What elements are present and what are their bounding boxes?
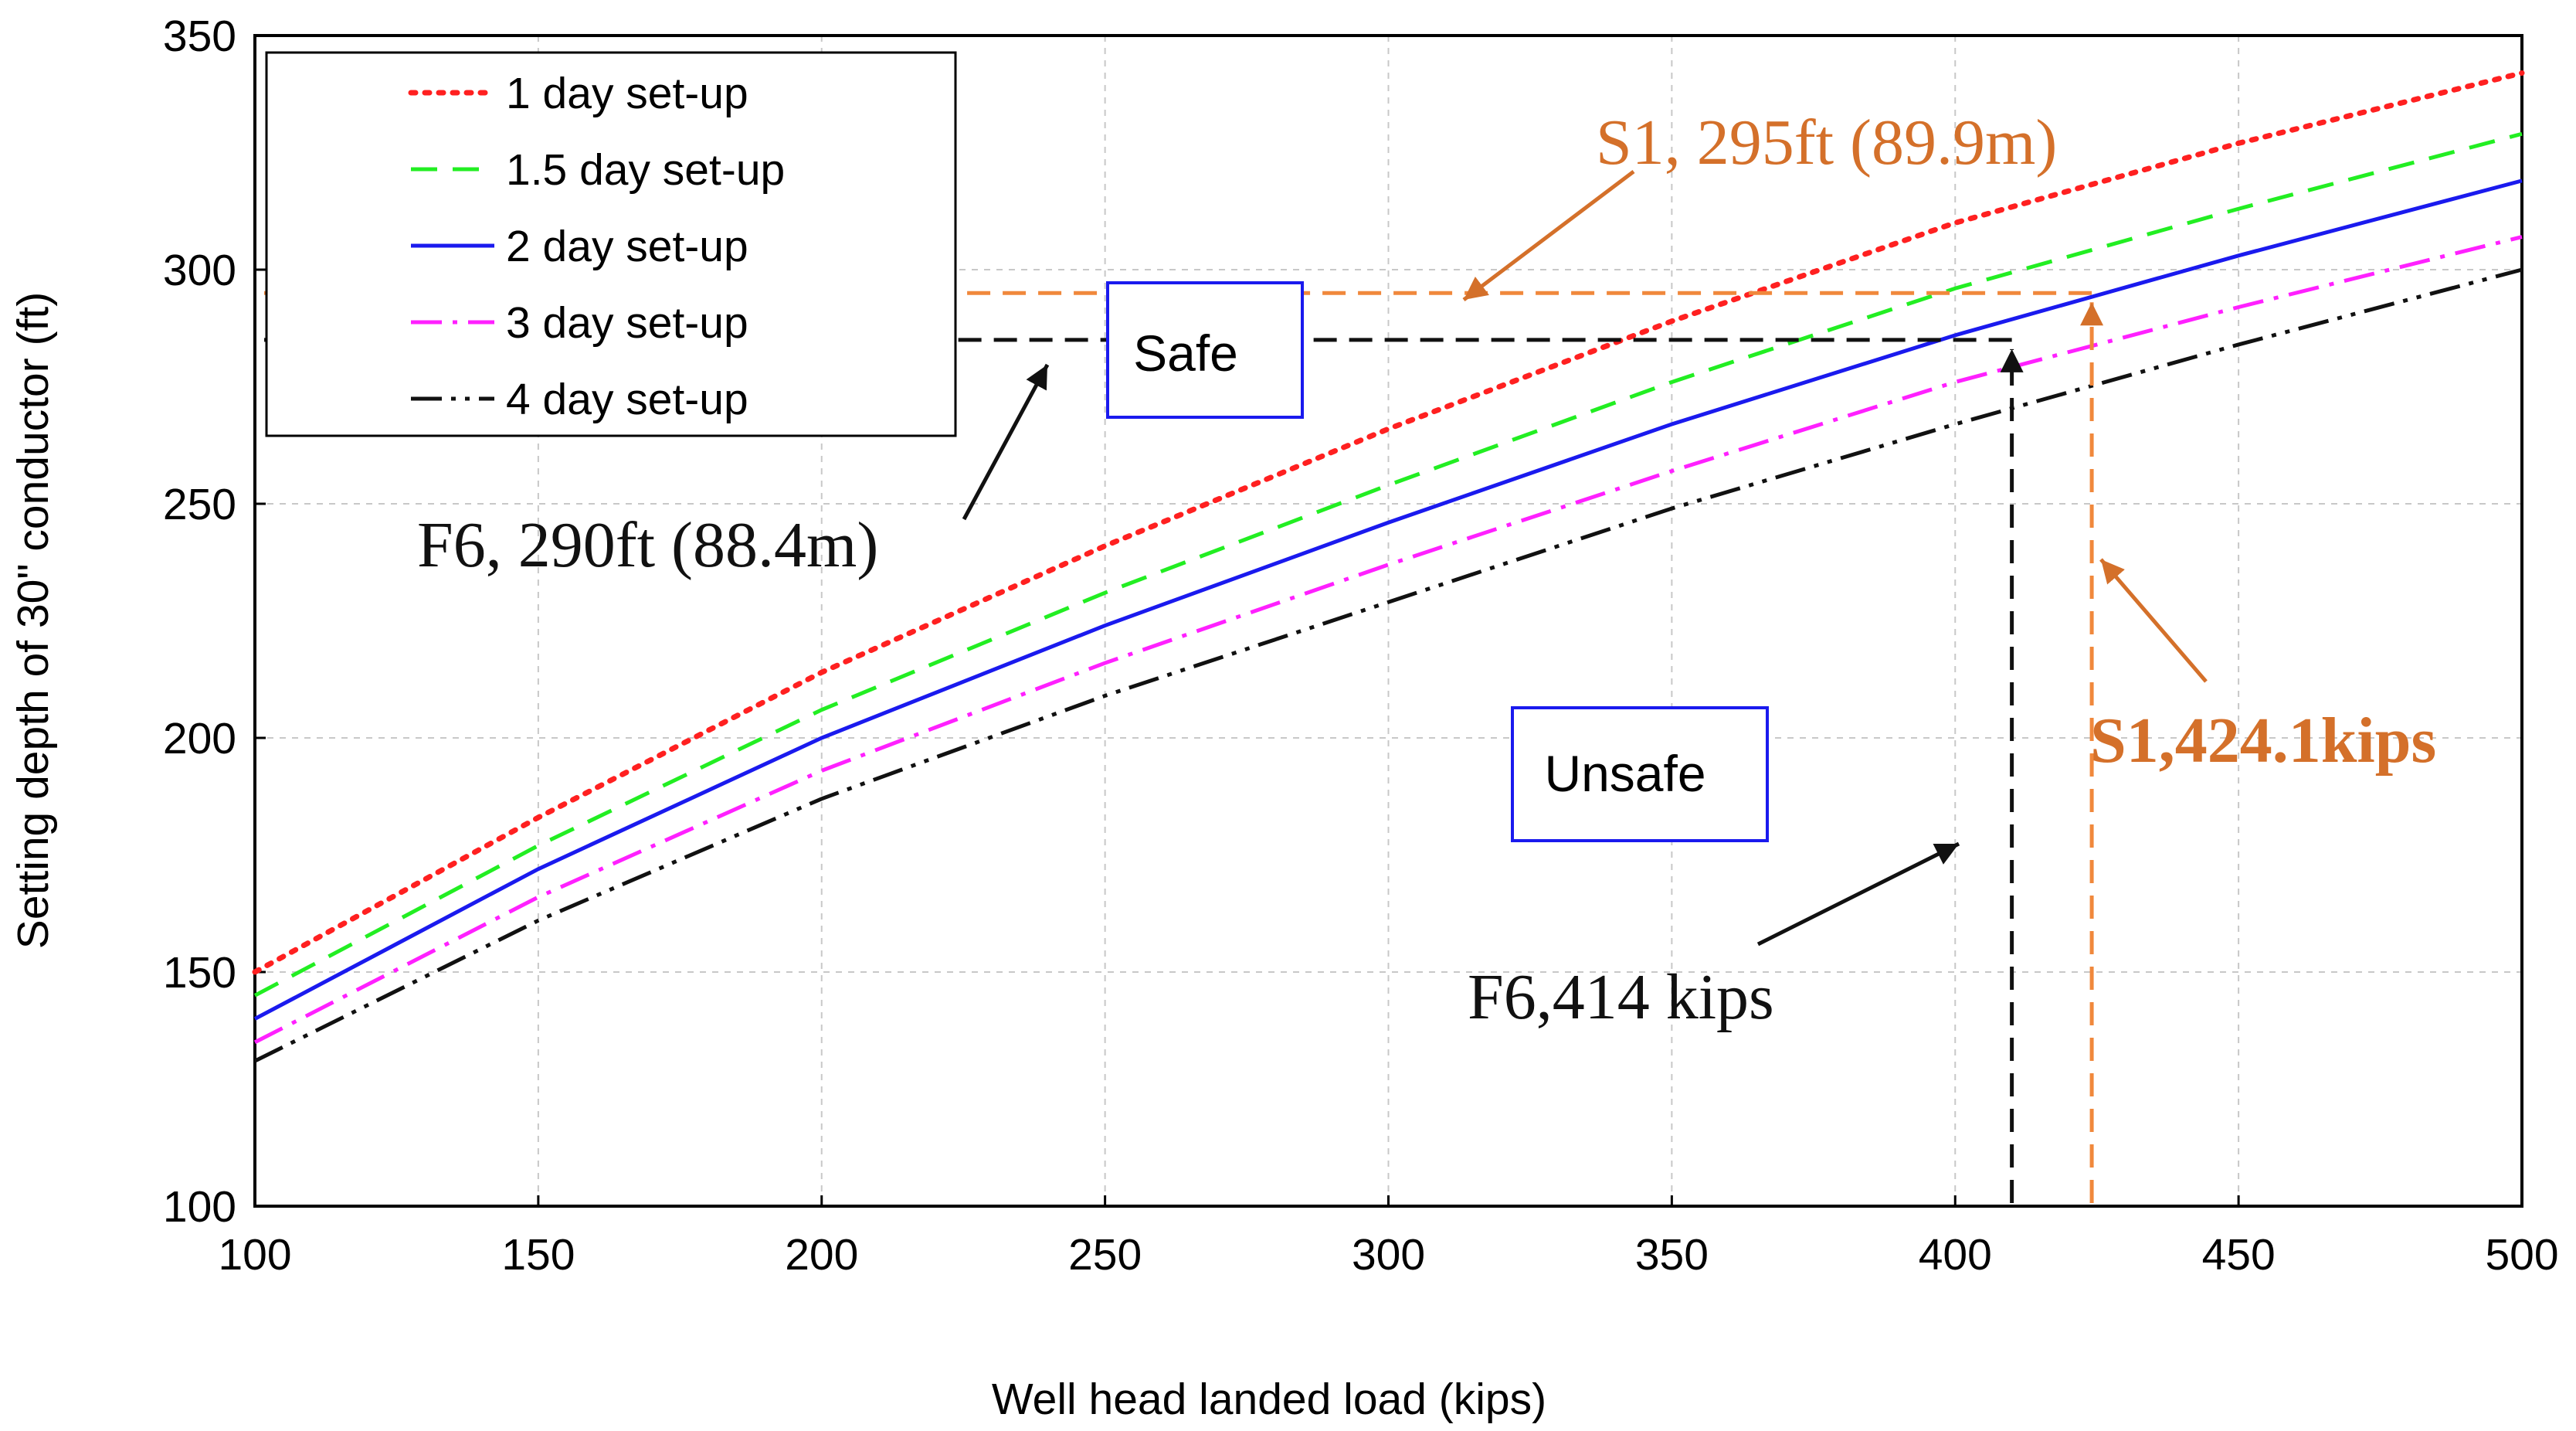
y-tick-label: 200	[163, 714, 236, 763]
y-axis-title: Setting depth of 30" conductor (ft)	[8, 292, 58, 949]
annotation-f6-load: F6,414 kips	[1468, 961, 1774, 1033]
annotation-s1-load: S1,424.1kips	[2090, 705, 2436, 777]
x-tick-label: 450	[2202, 1230, 2276, 1280]
annotation-s1-depth-arrow	[1462, 170, 1635, 301]
annotation-f6-load-arrow	[1756, 841, 1960, 947]
series-line-2	[253, 131, 2523, 998]
y-tick-label: 100	[163, 1182, 236, 1232]
x-axis-title: Well head landed load (kips)	[992, 1375, 1546, 1424]
annotation-s1-depth: S1, 295ft (89.9m)	[1596, 107, 2057, 178]
unsafe-label: Unsafe	[1544, 745, 1705, 802]
x-tick-label: 200	[785, 1230, 858, 1280]
unsafe-label-box	[1511, 706, 1769, 842]
y-tick-label: 250	[163, 480, 236, 529]
y-tick-label: 300	[163, 246, 236, 295]
annotation-f6-depth-arrow	[962, 363, 1050, 521]
safe-label: Safe	[1133, 325, 1238, 382]
annotation-f6-depth: F6, 290ft (88.4m)	[417, 509, 878, 581]
x-tick-label: 250	[1068, 1230, 1142, 1280]
legend: 1 day set-up 1.5 day set-up 2 day set-up 3 …	[408, 69, 785, 424]
x-tick-label: 150	[501, 1230, 575, 1280]
legend-label-4: 3 day set-up	[506, 298, 748, 348]
series-line-4	[253, 235, 2523, 1045]
series-line-5	[253, 267, 2523, 1063]
legend-box	[265, 51, 957, 437]
y-tick-label: 350	[163, 12, 236, 61]
safe-label-box	[1106, 281, 1304, 419]
x-tick-label: 350	[1635, 1230, 1709, 1280]
series-line-1	[252, 70, 2525, 975]
axis-ticks: 100 150 200 250 300 350 400 450 500 100 150 200 250 3…	[163, 12, 2559, 1280]
legend-label-3: 2 day set-up	[506, 222, 748, 271]
y-tick-label: 150	[163, 948, 236, 998]
legend-label-2: 1.5 day set-up	[506, 145, 785, 195]
x-tick-label: 500	[2485, 1230, 2558, 1280]
annotation-s1-load-arrow	[2099, 558, 2208, 683]
legend-label-5: 4 day set-up	[506, 375, 748, 424]
grid	[255, 36, 2522, 1206]
x-tick-label: 300	[1352, 1230, 1425, 1280]
x-tick-label: 400	[1919, 1230, 1992, 1280]
x-tick-label: 100	[218, 1230, 291, 1280]
series-line-3	[253, 178, 2523, 1021]
series-layer	[252, 70, 2525, 1063]
legend-label-1: 1 day set-up	[506, 69, 748, 118]
